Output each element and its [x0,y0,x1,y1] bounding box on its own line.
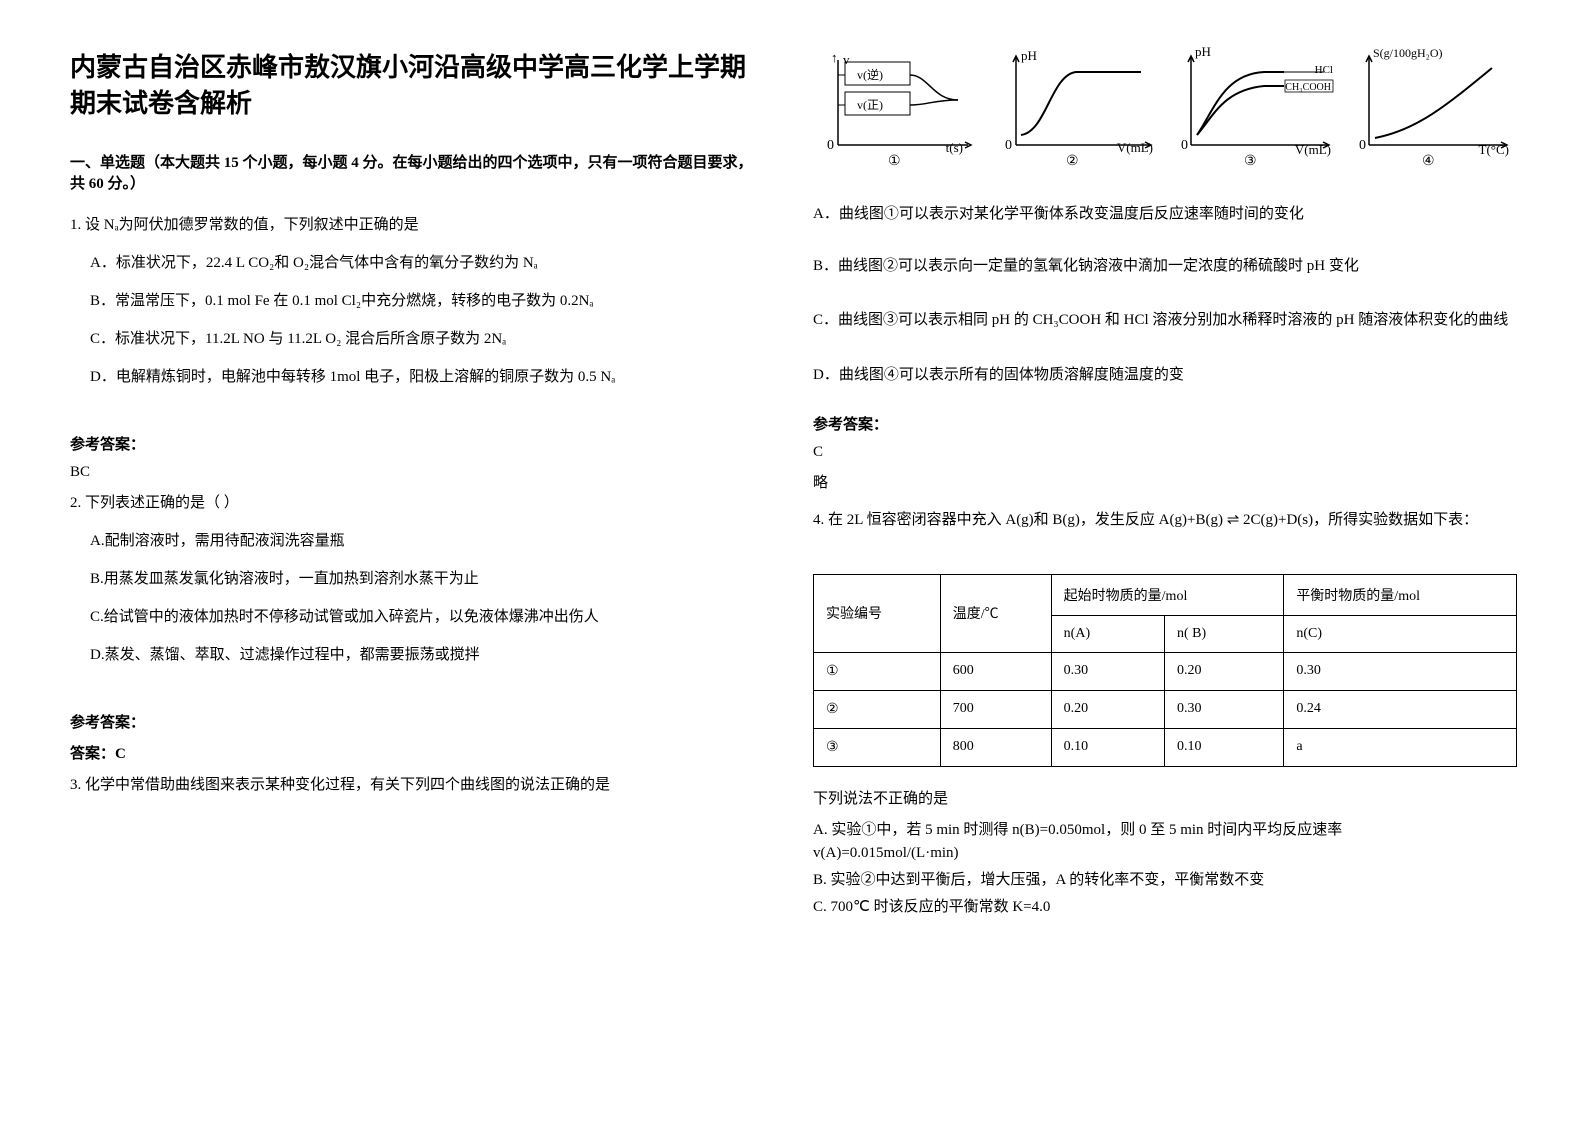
chart4-ylabel: S(g/100gH₂O) [1373,46,1443,61]
q1-answer: BC [70,464,753,481]
td: 0.24 [1284,690,1517,728]
chart1-zero: 0 [827,138,834,154]
left-column: 内蒙古自治区赤峰市敖汉旗小河沿高级中学高三化学上学期期末试卷含解析 一、单选题（… [70,50,753,1072]
th-col2: 温度/℃ [940,574,1051,652]
th-sub2: n( B) [1164,615,1283,652]
chart3-l2: CH₃COOH [1285,82,1331,93]
chart1-ylabel: v [843,52,850,68]
q1-option-b: B．常温常压下，0.1 mol Fe 在 0.1 mol Cl₂中充分燃烧，转移… [90,289,753,313]
chart3-l1: HCl [1315,64,1333,76]
table-header-row: 实验编号 温度/℃ 起始时物质的量/mol 平衡时物质的量/mol [814,574,1517,615]
question-1: 1. 设 Nₐ为阿伏加德罗常数的值，下列叙述中正确的是 A．标准状况下，22.4… [70,213,753,403]
q1-option-a: A．标准状况下，22.4 L CO₂和 O₂混合气体中含有的氧分子数约为 Nₐ [90,251,753,275]
q3-option-a: A．曲线图①可以表示对某化学平衡体系改变温度后反应速率随时间的变化 [813,202,1517,226]
chart-4: S(g/100gH₂O) 0 T(°C) ④ [1347,50,1517,170]
q1-text: 1. 设 Nₐ为阿伏加德罗常数的值，下列叙述中正确的是 [70,213,753,237]
question-2: 2. 下列表述正确的是（ ） A.配制溶液时，需用待配液润洗容量瓶 B.用蒸发皿… [70,491,753,681]
q3-option-b: B．曲线图②可以表示向一定量的氢氧化钠溶液中滴加一定浓度的稀硫酸时 pH 变化 [813,254,1517,278]
td: 800 [940,728,1051,766]
td: ① [814,652,941,690]
chart1-xlabel: t(s) [946,140,963,156]
charts-row: ↑ v v(逆) v(正) 0 t(s) ① pH [813,50,1517,170]
q1-option-d: D．电解精炼铜时，电解池中每转移 1mol 电子，阳极上溶解的铜原子数为 0.5… [90,365,753,389]
q3-answer: C [813,444,1517,461]
q2-option-a: A.配制溶液时，需用待配液润洗容量瓶 [90,529,753,553]
question-3: 3. 化学中常借助曲线图来表示某种变化过程，有关下列四个曲线图的说法正确的是 [70,773,753,811]
chart2-num: ② [1066,153,1079,170]
chart4-num: ④ [1422,153,1435,170]
chart4-xlabel: T(°C) [1479,142,1509,158]
td: 0.30 [1284,652,1517,690]
td: 0.20 [1051,690,1164,728]
chart1-vbot: v(正) [857,96,883,113]
chart3-ylabel: pH [1195,44,1211,60]
chart-3: pH HCl CH₃COOH 0 V(mL) ③ [1169,50,1339,170]
q3-extra: 略 [813,471,1517,492]
th-col4: 平衡时物质的量/mol [1284,574,1517,615]
table-row: ② 700 0.20 0.30 0.24 [814,690,1517,728]
chart1-num: ① [888,153,901,170]
chart3-xlabel: V(mL) [1295,142,1331,158]
chart2-ylabel: pH [1021,48,1037,64]
td: 600 [940,652,1051,690]
q3-option-c: C．曲线图③可以表示相同 pH 的 CH₃COOH 和 HCl 溶液分别加水稀释… [813,306,1517,335]
chart2-zero: 0 [1005,138,1012,154]
chart1-numarrow: ↑ [831,50,838,66]
td: ② [814,690,941,728]
chart1-vtop: v(逆) [857,66,883,83]
td: 700 [940,690,1051,728]
right-column: ↑ v v(逆) v(正) 0 t(s) ① pH [813,50,1517,1072]
td: ③ [814,728,941,766]
q3-answer-label: 参考答案： [813,413,1517,434]
chart4-zero: 0 [1359,138,1366,154]
q2-answer: 答案：C [70,742,753,763]
td: a [1284,728,1517,766]
question-4: 4. 在 2L 恒容密闭容器中充入 A(g)和 B(g)，发生反应 A(g)+B… [813,508,1517,546]
q2-text: 2. 下列表述正确的是（ ） [70,491,753,515]
table-row: ③ 800 0.10 0.10 a [814,728,1517,766]
td: 0.10 [1051,728,1164,766]
th-col3: 起始时物质的量/mol [1051,574,1284,615]
q3-option-d: D．曲线图④可以表示所有的固体物质溶解度随温度的变 [813,363,1517,387]
q4-text: 4. 在 2L 恒容密闭容器中充入 A(g)和 B(g)，发生反应 A(g)+B… [813,508,1517,532]
q2-answer-label: 参考答案： [70,711,753,732]
th-sub3: n(C) [1284,615,1517,652]
td: 0.20 [1164,652,1283,690]
td: 0.30 [1164,690,1283,728]
q2-option-b: B.用蒸发皿蒸发氯化钠溶液时，一直加热到溶剂水蒸干为止 [90,567,753,591]
q2-option-c: C.给试管中的液体加热时不停移动试管或加入碎瓷片，以免液体爆沸冲出伤人 [90,605,753,629]
q4-option-c: C. 700℃ 时该反应的平衡常数 K=4.0 [813,895,1517,916]
td: 0.30 [1051,652,1164,690]
th-col1: 实验编号 [814,574,941,652]
q2-option-d: D.蒸发、蒸馏、萃取、过滤操作过程中，都需要振荡或搅拌 [90,643,753,667]
chart-1: ↑ v v(逆) v(正) 0 t(s) ① [813,50,983,170]
q4-option-b: B. 实验②中达到平衡后，增大压强，A 的转化率不变，平衡常数不变 [813,868,1517,889]
q4-table: 实验编号 温度/℃ 起始时物质的量/mol 平衡时物质的量/mol n(A) n… [813,574,1517,767]
page-title: 内蒙古自治区赤峰市敖汉旗小河沿高级中学高三化学上学期期末试卷含解析 [70,50,753,123]
th-sub1: n(A) [1051,615,1164,652]
q1-option-c: C．标准状况下，11.2L NO 与 11.2L O₂ 混合后所含原子数为 2N… [90,327,753,351]
q3-text: 3. 化学中常借助曲线图来表示某种变化过程，有关下列四个曲线图的说法正确的是 [70,773,753,797]
table-row: ① 600 0.30 0.20 0.30 [814,652,1517,690]
chart-2: pH 0 V(mL) ② [991,50,1161,170]
chart3-zero: 0 [1181,138,1188,154]
q4-option-a: A. 实验①中，若 5 min 时测得 n(B)=0.050mol，则 0 至 … [813,818,1517,839]
q4-subtext: 下列说法不正确的是 [813,787,1517,808]
td: 0.10 [1164,728,1283,766]
chart2-xlabel: V(mL) [1117,140,1153,156]
q4-option-a2: v(A)=0.015mol/(L·min) [813,845,1517,862]
q1-answer-label: 参考答案： [70,433,753,454]
chart3-num: ③ [1244,153,1257,170]
section-header: 一、单选题（本大题共 15 个小题，每小题 4 分。在每小题给出的四个选项中，只… [70,153,753,195]
